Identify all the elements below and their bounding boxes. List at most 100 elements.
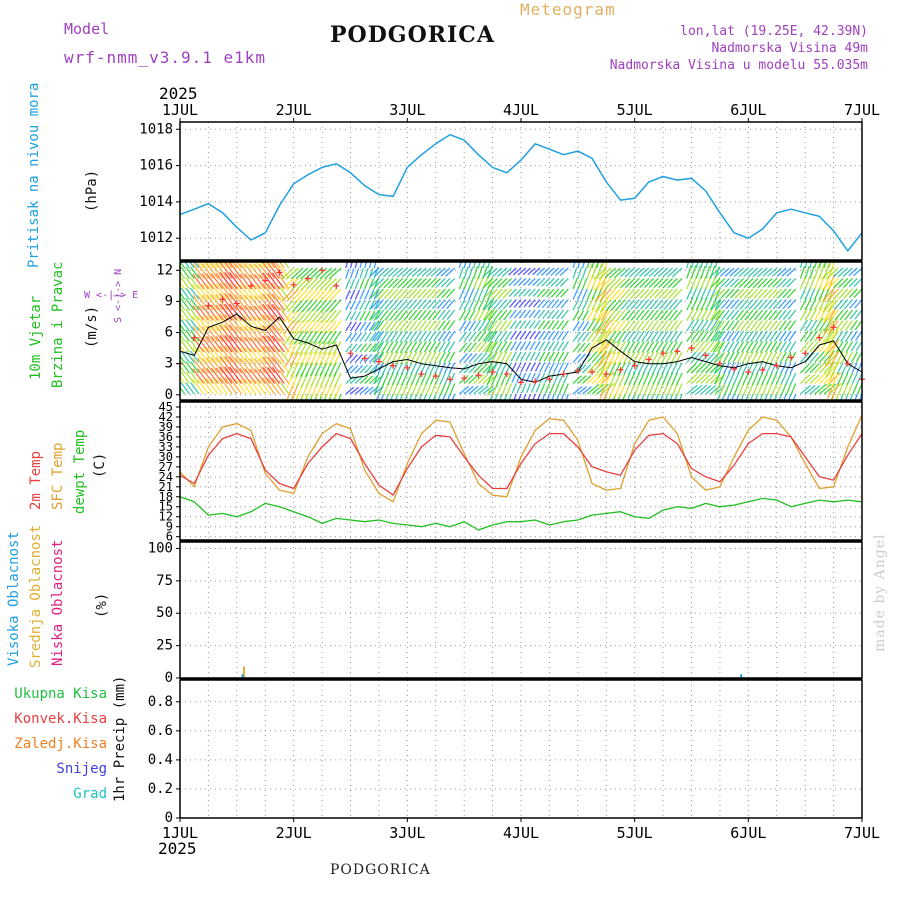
wind-vector bbox=[715, 288, 726, 299]
wind-vector bbox=[267, 324, 280, 342]
wind-vector bbox=[720, 299, 730, 310]
wind-vector bbox=[239, 357, 252, 374]
wind-vector bbox=[271, 314, 285, 332]
wind-vector bbox=[487, 383, 494, 396]
wind-vector bbox=[334, 383, 342, 399]
wind-vector bbox=[546, 288, 555, 298]
wind-vector bbox=[572, 342, 581, 353]
wind-vector bbox=[577, 353, 586, 363]
wind-vector bbox=[458, 353, 468, 363]
wind-vector bbox=[607, 341, 617, 355]
wind-vector bbox=[778, 330, 787, 342]
wind-vector bbox=[773, 320, 783, 331]
wind-vector bbox=[405, 362, 413, 375]
wind-vector bbox=[554, 383, 560, 395]
wind-vector bbox=[663, 288, 674, 300]
wind-vector bbox=[326, 309, 337, 323]
wind-vector bbox=[477, 276, 484, 290]
wind-vector bbox=[700, 287, 707, 300]
wind-vector bbox=[690, 308, 699, 321]
y-tick-label: 3 bbox=[165, 356, 173, 372]
wind-vector bbox=[598, 278, 612, 291]
wind-vector bbox=[577, 386, 588, 395]
wind-gust-marker bbox=[674, 348, 681, 355]
wind-vector bbox=[842, 267, 853, 278]
wind-vector bbox=[370, 288, 380, 299]
wind-vector bbox=[809, 319, 818, 332]
wind-vector bbox=[511, 383, 517, 394]
wind-vector bbox=[321, 309, 333, 323]
wind-vector bbox=[354, 364, 364, 374]
wind-vector bbox=[254, 326, 266, 342]
wind-vector bbox=[234, 284, 247, 300]
wind-vector bbox=[262, 324, 276, 342]
wind-vector bbox=[488, 309, 498, 321]
wind-vector bbox=[691, 373, 703, 384]
wind-vector bbox=[371, 320, 380, 331]
wind-vector bbox=[190, 382, 200, 395]
wind-vector bbox=[234, 378, 247, 395]
wind-vector bbox=[586, 317, 597, 332]
wind-vector bbox=[842, 383, 849, 396]
wind-vector bbox=[822, 299, 835, 313]
wind-vector bbox=[615, 299, 626, 312]
wind-vector bbox=[527, 288, 536, 297]
wind-vector bbox=[484, 330, 494, 343]
wind-vector bbox=[854, 299, 862, 309]
wind-vector bbox=[239, 336, 252, 353]
wind-vector bbox=[690, 340, 701, 353]
wind-vector bbox=[388, 299, 399, 310]
wind-vector bbox=[705, 287, 712, 300]
wind-vector bbox=[513, 393, 517, 400]
y-tick-label: 30 bbox=[159, 450, 173, 464]
wind-vector bbox=[441, 309, 451, 320]
wind-vector bbox=[463, 277, 470, 290]
wind-vector bbox=[722, 330, 730, 342]
wind-vector bbox=[799, 374, 811, 384]
wind-vector bbox=[674, 393, 678, 400]
wind-gust-marker bbox=[702, 352, 709, 359]
wind-gust-marker bbox=[205, 302, 212, 309]
wind-vector bbox=[262, 293, 276, 311]
wind-vector bbox=[836, 362, 844, 375]
wind-vector bbox=[264, 262, 271, 269]
wind-vector bbox=[705, 385, 717, 395]
y-tick-label: 0.4 bbox=[148, 752, 173, 768]
wind-vector bbox=[700, 363, 711, 374]
wind-vector bbox=[436, 278, 446, 288]
wind-vector bbox=[630, 299, 640, 310]
x-tick-label-top: 4JUL bbox=[503, 101, 539, 119]
wind-vector bbox=[215, 294, 228, 311]
wind-vector bbox=[835, 330, 844, 343]
wind-vector bbox=[262, 314, 276, 332]
wind-vector bbox=[383, 278, 394, 289]
wind-vector bbox=[655, 341, 664, 353]
wind-vector bbox=[830, 362, 839, 378]
wind-vector bbox=[359, 262, 363, 269]
wind-gust-marker bbox=[503, 371, 510, 378]
wind-vector bbox=[528, 299, 536, 308]
wind-vector bbox=[516, 383, 522, 394]
y-tick-label: 9 bbox=[165, 293, 173, 309]
wind-vector bbox=[714, 352, 724, 363]
wind-vector bbox=[418, 330, 427, 343]
wind-gust-marker bbox=[276, 269, 283, 276]
wind-vector bbox=[417, 309, 427, 321]
meteogram-label: Meteogram bbox=[520, 0, 616, 19]
wind-vector bbox=[185, 308, 195, 321]
wind-vector bbox=[738, 278, 749, 288]
wind-vector bbox=[517, 278, 527, 287]
wind-vector bbox=[349, 311, 357, 321]
wind-vector bbox=[619, 383, 626, 398]
wind-vector bbox=[653, 288, 664, 299]
wind-vector bbox=[378, 278, 389, 289]
wind-vector bbox=[254, 379, 266, 395]
wind-vector bbox=[686, 319, 695, 332]
wind-gust-marker bbox=[816, 334, 823, 341]
wind-vector bbox=[814, 263, 821, 279]
wind-vector bbox=[598, 362, 607, 378]
y-tick-label: 39 bbox=[159, 420, 173, 434]
station-elevation: Nadmorska Visina 49m bbox=[711, 41, 868, 56]
y-tick-label: 0 bbox=[165, 670, 173, 686]
wind-vector bbox=[294, 351, 304, 367]
